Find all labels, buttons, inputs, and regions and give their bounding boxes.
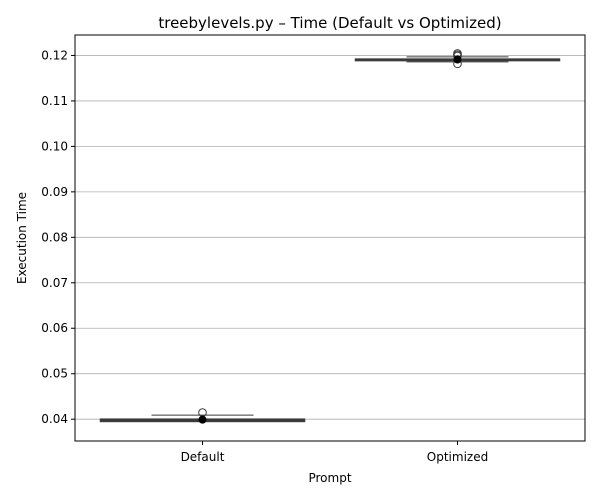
y-tick-label: 0.05 (41, 367, 68, 381)
x-tick-label: Default (181, 450, 225, 464)
axes-frame (74, 34, 586, 442)
x-tick-label: Optimized (427, 450, 488, 464)
mean-marker (453, 55, 462, 64)
plot-area (99, 49, 561, 424)
y-axis-label: Execution Time (15, 192, 29, 284)
y-tick-label: 0.10 (41, 139, 68, 153)
box-optimized (354, 49, 561, 69)
gridlines (75, 55, 585, 420)
y-tick-label: 0.06 (41, 321, 68, 335)
chart-title: treebylevels.py – Time (Default vs Optim… (158, 14, 501, 32)
y-tick-label: 0.11 (41, 94, 68, 108)
axes: 0.04 0.05 0.06 0.07 0.08 0.09 0.10 0.11 0.12 Defa… (41, 48, 488, 464)
y-tick-label: 0.04 (41, 412, 68, 426)
y-tick-label: 0.08 (41, 230, 68, 244)
y-tick-label: 0.07 (41, 276, 68, 290)
x-axis-label: Prompt (308, 471, 351, 485)
box-default (99, 408, 306, 424)
y-tick-label: 0.12 (41, 48, 68, 62)
mean-marker (198, 415, 207, 424)
y-tick-label: 0.09 (41, 185, 68, 199)
